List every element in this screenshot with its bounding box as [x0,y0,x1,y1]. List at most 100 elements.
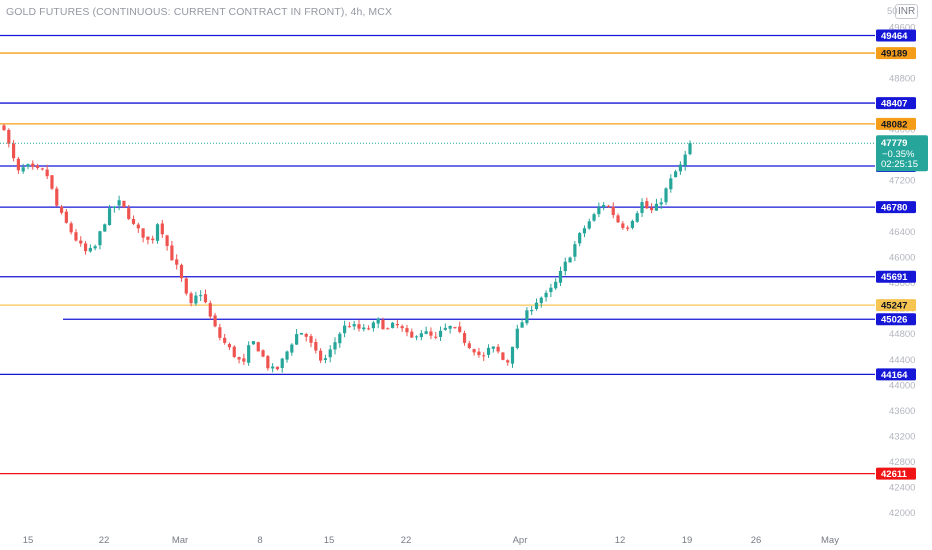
candle-body [199,295,203,297]
price-tick-label: 46000 [889,252,915,263]
candle-body [285,351,289,360]
candle-body [232,346,236,357]
candle-body [299,332,304,335]
candle-body [251,341,256,345]
candle-body [621,223,625,228]
candle-body [395,324,399,326]
candle-body [582,228,587,234]
time-tick-label: 12 [615,535,626,546]
candle-body [453,327,457,329]
price-tick-label: 44400 [889,355,915,366]
candle-body [491,346,495,349]
candle-body [93,246,97,249]
candle-body [539,297,543,304]
candle-body [366,328,371,330]
time-tick-label: 22 [99,535,110,546]
candle-body [7,129,11,144]
price-tick-label: 49600 [889,22,915,33]
level-label-bg [876,29,916,42]
chart-title: GOLD FUTURES (CONTINUOUS: CURRENT CONTRA… [6,6,393,18]
candle-body [208,303,212,317]
price-tick-label: 42000 [889,508,915,519]
price-tick-label: 43600 [889,406,915,417]
candle-body [592,214,596,221]
candle-body [271,366,275,369]
candle-body [650,207,654,211]
candle-body [544,292,548,298]
candle-body [98,231,102,246]
currency-unit-button[interactable]: INR [895,4,919,19]
candle-body [472,349,476,353]
candle-body [103,224,107,232]
price-axis-top-label: 50 [887,6,898,17]
candle-body [16,158,20,171]
candles-layer [2,123,692,373]
time-tick-label: 15 [23,535,34,546]
candle-body [626,227,630,229]
candle-body [141,228,145,238]
candle-body [630,220,635,228]
level-label-bg [876,299,916,312]
level-label-bg [876,47,916,60]
candle-body [261,350,265,357]
level-label-bg [876,368,916,381]
candle-body [50,175,54,189]
candle-body [127,208,131,219]
candle-body [525,310,529,324]
last-price-box: 47779 −0.35% 02:25:15 [876,135,928,172]
candle-body [256,342,260,352]
candle-body [606,205,611,208]
candle-body [213,315,217,327]
last-price-box-bg [876,135,928,172]
candle-body [587,221,591,229]
candle-body [31,163,35,167]
candle-body [405,328,409,333]
candle-body [117,200,121,206]
candle-body [573,244,577,257]
price-tick-label: 48800 [889,73,915,84]
time-axis[interactable]: 15 22 Mar 8 15 22 Apr 12 19 26 May [23,535,840,546]
candle-body [419,333,423,338]
price-tick-label: 43200 [889,432,915,443]
candle-body [21,167,25,172]
candle-body [343,325,347,334]
candle-body [242,358,246,362]
candle-body [669,178,673,190]
level-label-bg [876,270,916,283]
candle-body [79,240,83,244]
candle-body [390,322,395,328]
candle-body [352,324,356,327]
candle-body [2,125,6,131]
candle-body [179,264,184,279]
candle-body [376,318,380,324]
level-label: 49189 [881,49,907,60]
candle-body [237,357,241,360]
candle-body [597,207,601,215]
candle-body [410,331,414,338]
candle-body [35,165,40,169]
candle-body [170,245,174,261]
last-price-change: −0.35% [882,149,915,160]
candle-body [429,331,433,336]
level-label: 42611 [881,469,908,480]
candle-body [568,257,572,263]
candle-body [424,331,428,334]
candle-body [223,337,227,343]
candle-body [194,295,198,304]
level-label: 46780 [881,203,907,214]
candle-body [530,309,534,312]
price-tick-label: 42800 [889,457,915,468]
bar-countdown: 02:25:15 [881,159,918,170]
last-price-value: 47779 [881,138,907,149]
time-tick-label: 19 [682,535,693,546]
candle-body [477,351,481,356]
price-tick-label: 47200 [889,176,915,187]
candle-body [462,333,467,343]
candle-body [146,236,150,240]
candle-body [664,188,668,203]
time-tick-label: 26 [751,535,762,546]
candle-body [227,344,232,348]
candle-body [683,154,687,166]
candle-body [280,358,284,368]
